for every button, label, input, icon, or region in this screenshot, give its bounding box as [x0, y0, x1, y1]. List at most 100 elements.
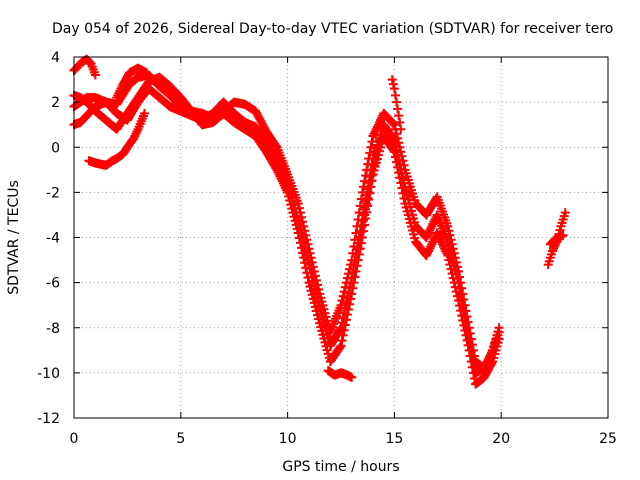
x-tick-label: 20: [492, 431, 510, 447]
data-point: [345, 299, 355, 309]
data-point: [290, 216, 300, 226]
series-track-5: [84, 108, 149, 170]
data-point: [350, 272, 360, 282]
data-point: [338, 330, 348, 340]
data-point: [448, 273, 458, 283]
data-point: [286, 200, 296, 210]
data-point: [358, 216, 368, 226]
data-point: [460, 325, 470, 335]
data-point: [287, 204, 297, 214]
y-tick-label: -4: [46, 231, 60, 247]
data-point: [361, 204, 371, 214]
data-point: [372, 145, 382, 155]
x-tick-label: 25: [599, 431, 617, 447]
data-point: [354, 249, 364, 259]
data-point: [311, 288, 321, 298]
data-point: [341, 315, 351, 325]
y-tick-label: -6: [46, 276, 60, 292]
data-point: [305, 282, 315, 292]
data-point: [353, 244, 363, 254]
data-point: [392, 97, 402, 107]
data-point: [309, 280, 319, 290]
data-point: [494, 323, 504, 333]
data-point: [340, 320, 350, 330]
data-point: [339, 325, 349, 335]
data-point: [455, 301, 465, 311]
data-point: [314, 296, 324, 306]
data-point: [338, 291, 348, 301]
data-point: [301, 263, 311, 273]
data-point: [359, 210, 369, 220]
data-point: [373, 140, 383, 150]
data-point: [306, 286, 316, 296]
data-point: [398, 188, 408, 198]
data-point: [357, 221, 367, 231]
data-point: [465, 351, 475, 361]
data-point: [296, 243, 306, 253]
data-point: [368, 165, 378, 175]
data-point: [347, 372, 357, 382]
y-tick-label: -2: [46, 185, 60, 201]
data-point: [394, 111, 404, 121]
y-tick-label: 2: [51, 95, 60, 111]
data-point: [560, 208, 570, 218]
data-point: [90, 70, 100, 80]
data-point: [299, 253, 309, 263]
data-point: [388, 145, 398, 155]
data-point: [451, 287, 461, 297]
data-point: [317, 308, 327, 318]
data-point: [366, 142, 376, 152]
y-tick-label: -8: [46, 321, 60, 337]
data-point: [461, 330, 471, 340]
data-point: [321, 325, 331, 335]
data-point: [467, 362, 477, 372]
data-point: [394, 168, 404, 178]
data-point: [342, 310, 352, 320]
data-point: [320, 320, 330, 330]
data-point: [300, 258, 310, 268]
data-point: [445, 260, 455, 270]
data-point: [399, 193, 409, 203]
x-tick-label: 0: [70, 431, 79, 447]
data-point: [315, 300, 325, 310]
data-point: [388, 79, 398, 89]
data-point: [389, 84, 399, 94]
data-point: [393, 162, 403, 172]
data-point: [390, 152, 400, 162]
series-track-9: [387, 75, 406, 134]
data-point: [336, 341, 346, 351]
data-point: [298, 248, 308, 258]
data-point: [396, 124, 406, 134]
data-point: [285, 195, 295, 205]
data-point: [337, 336, 347, 346]
data-point: [463, 340, 473, 350]
data-point: [348, 283, 358, 293]
data-point: [446, 264, 456, 274]
data-point: [389, 120, 399, 130]
data-point: [458, 316, 468, 326]
data-point: [390, 90, 400, 100]
series-track-4: [69, 54, 100, 80]
data-point: [310, 302, 320, 312]
data-point: [291, 220, 301, 230]
data-point: [452, 291, 462, 301]
data-point: [319, 316, 329, 326]
data-point: [142, 68, 152, 78]
data-point: [294, 233, 304, 243]
chart-title: Day 054 of 2026, Sidereal Day-to-day VTE…: [52, 21, 613, 37]
data-point: [396, 178, 406, 188]
data-point: [322, 329, 332, 339]
data-point: [307, 290, 317, 300]
data-point: [283, 187, 293, 197]
data-point: [313, 310, 323, 320]
data-point: [363, 193, 373, 203]
data-point: [388, 119, 398, 129]
data-point: [370, 155, 380, 165]
data-point: [369, 160, 379, 170]
data-point: [347, 289, 357, 299]
data-point: [139, 108, 149, 118]
data-point: [466, 357, 476, 367]
data-point: [308, 276, 318, 286]
data-point: [310, 284, 320, 294]
